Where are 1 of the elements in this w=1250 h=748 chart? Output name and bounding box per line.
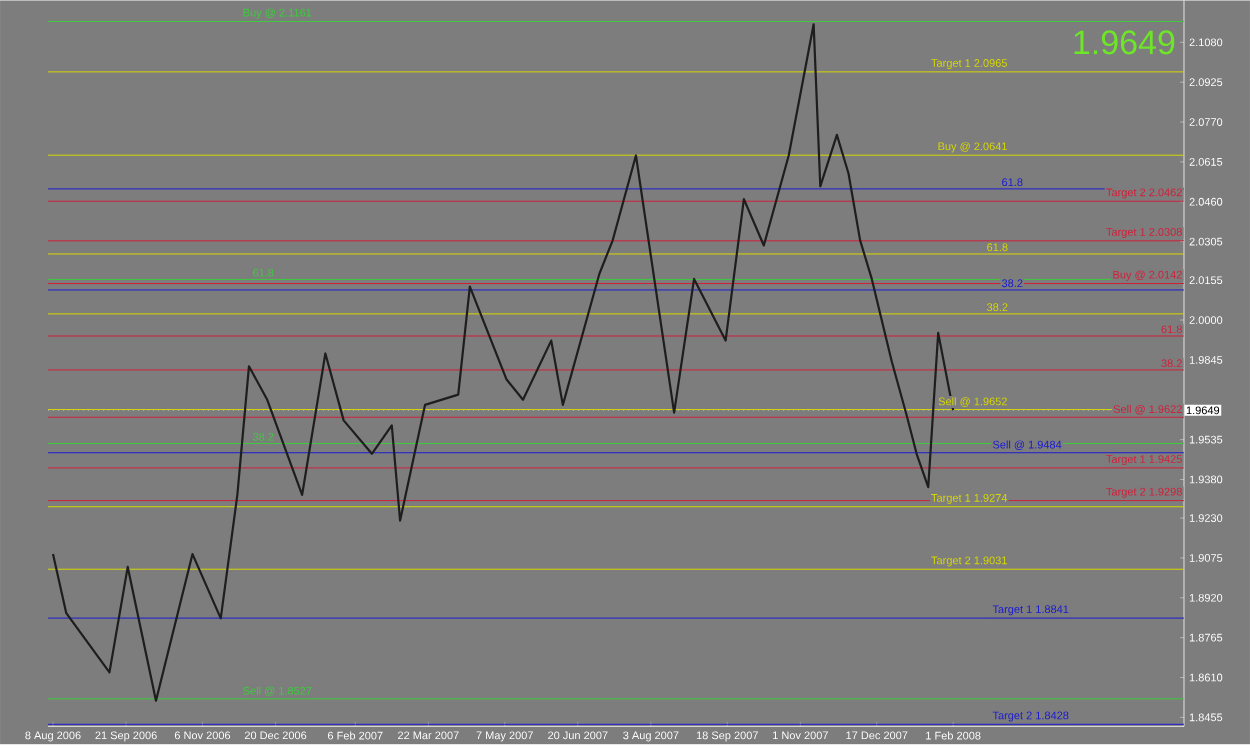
annotation: 1.9649 [1074,30,1175,55]
